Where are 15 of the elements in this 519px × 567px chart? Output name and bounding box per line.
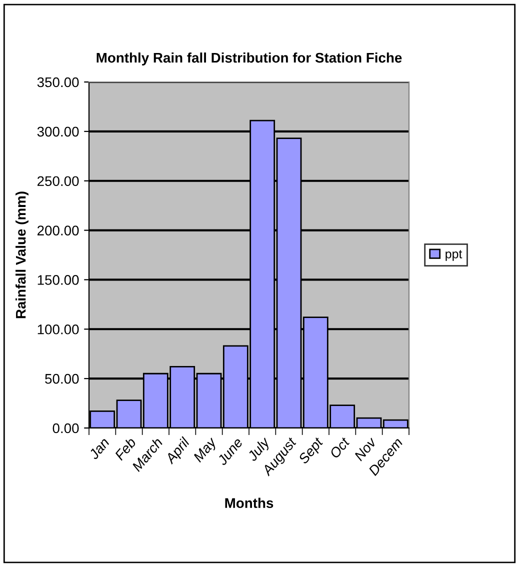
y-tick-label: 200.00	[38, 226, 79, 236]
x-tick-label: Feb	[114, 436, 137, 461]
x-tick-label: Jan	[88, 437, 110, 460]
y-axis-title: Rainfall Value (mm)	[16, 192, 28, 318]
y-tick-label: 300.00	[37, 126, 79, 137]
y-tick-label: 0.00	[52, 423, 79, 434]
y-tick-label: 150.00	[38, 275, 79, 285]
y-tick-label: 100.00	[38, 324, 79, 334]
y-tick-label: 350.00	[37, 77, 79, 88]
x-tick-label: Oct	[329, 436, 350, 459]
x-axis-title: Months	[225, 498, 274, 508]
legend-label: ppt	[446, 250, 462, 261]
y-tick-label: 50.00	[45, 374, 79, 384]
chart-title: Monthly Rain fall Distribution for Station Fiche	[96, 52, 402, 66]
y-tick-label: 250.00	[38, 176, 79, 186]
